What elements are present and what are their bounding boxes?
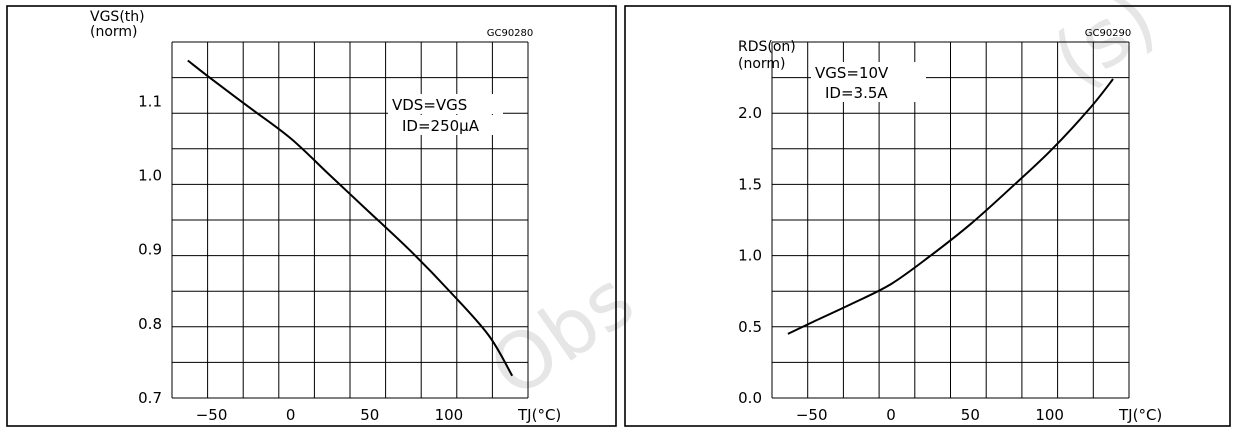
test-condition-label: ID=250μA bbox=[402, 117, 480, 135]
y-tick-label: 1.1 bbox=[138, 92, 162, 110]
x-tick-label: 100 bbox=[435, 406, 464, 424]
chart-panel-left: 0.7 0.8 0.9 1.0 1.1 −50 0 50 100 TJ(°C) VGS(th)(no… bbox=[6, 5, 617, 427]
y-tick-label: 1.0 bbox=[738, 247, 762, 265]
y-axis-unit-label: (norm) bbox=[90, 24, 138, 40]
x-axis-label: TJ(°C) bbox=[1118, 406, 1162, 424]
x-tick-label: 100 bbox=[1035, 406, 1064, 424]
y-tick-label: 2.0 bbox=[738, 104, 762, 122]
data-series-line bbox=[787, 78, 1114, 335]
x-axis-label: TJ(°C) bbox=[517, 406, 561, 424]
y-axis-unit-label: (norm) bbox=[738, 56, 786, 72]
x-tick-label: 0 bbox=[286, 406, 296, 424]
data-series-line bbox=[187, 59, 514, 377]
annotation-background bbox=[398, 115, 513, 135]
y-tick-label: 1.0 bbox=[138, 167, 162, 185]
x-tick-label: 50 bbox=[360, 406, 379, 424]
y-axis-label: VGS(th) bbox=[90, 9, 145, 25]
annotation-background bbox=[821, 82, 936, 102]
y-tick-label: 0.8 bbox=[138, 315, 162, 333]
figure-code: GC90280 bbox=[487, 28, 534, 39]
x-tick-label: 0 bbox=[886, 406, 896, 424]
y-tick-label: 0.5 bbox=[738, 318, 762, 336]
y-tick-label: 1.5 bbox=[738, 175, 762, 193]
x-tick-label: −50 bbox=[796, 406, 828, 424]
test-condition-label: ID=3.5A bbox=[825, 84, 888, 102]
test-condition-label: VDS=VGS bbox=[392, 96, 467, 114]
x-tick-label: 50 bbox=[961, 406, 980, 424]
x-tick-label: −50 bbox=[196, 406, 228, 424]
y-tick-label: 0.7 bbox=[138, 389, 162, 407]
figure-code: GC90290 bbox=[1085, 28, 1132, 39]
watermark-text-left: Obs bbox=[474, 255, 650, 416]
chart-panel-right: 0.0 0.5 1.0 1.5 2.0 −50 0 50 100 TJ(°C) RDS(on)(no… bbox=[624, 5, 1231, 427]
test-condition-label: VGS=10V bbox=[815, 64, 889, 82]
annotation-background bbox=[811, 62, 926, 82]
annotation-background bbox=[388, 94, 503, 114]
panel-border bbox=[624, 5, 1231, 427]
panel-border bbox=[6, 5, 617, 427]
y-axis-label: RDS(on) bbox=[738, 39, 796, 55]
y-tick-label: 0.9 bbox=[138, 241, 162, 259]
y-tick-label: 0.0 bbox=[738, 389, 762, 407]
